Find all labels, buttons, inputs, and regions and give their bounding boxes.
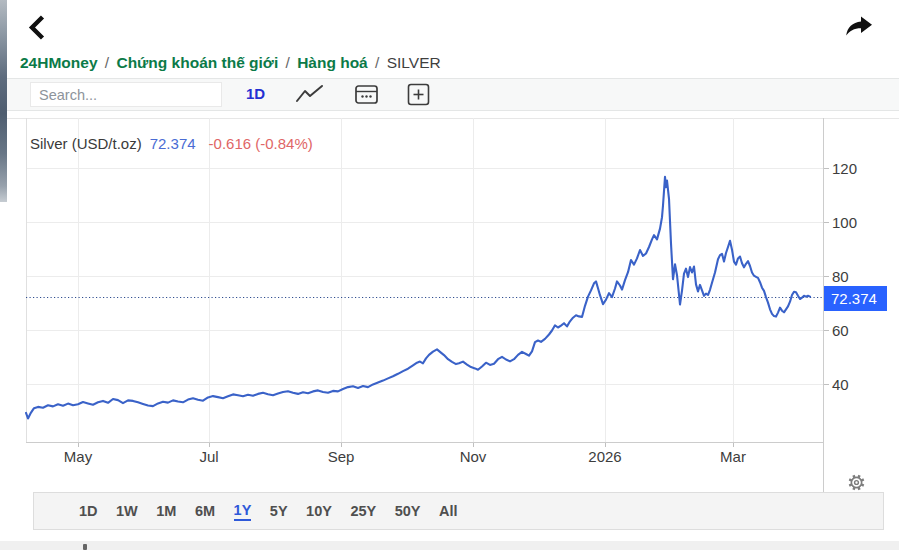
timeframe-5y[interactable]: 5Y	[270, 503, 288, 520]
gear-tooth	[853, 487, 854, 490]
current-price-tag: 72.374	[824, 286, 887, 311]
price-change: -0.616 (-0.84%)	[209, 135, 313, 152]
gear-tooth	[861, 484, 864, 485]
gear-tooth	[849, 484, 852, 485]
x-axis-label-Jul: Jul	[199, 448, 218, 465]
timeframe-50y[interactable]: 50Y	[395, 503, 421, 520]
y-axis-label-120: 120	[832, 160, 857, 177]
x-axis-label-May: May	[64, 448, 93, 465]
chart-title: Silver (USD/t.oz) 72.374 -0.616 (-0.84%)	[30, 135, 313, 152]
timeframe-6m[interactable]: 6M	[195, 503, 215, 520]
gear-tooth	[853, 475, 854, 478]
gear-tooth	[849, 479, 852, 480]
x-axis-label-Sep: Sep	[328, 448, 355, 465]
bottom-partial-element	[83, 544, 87, 550]
last-price: 72.374	[150, 135, 196, 152]
y-axis-label-80: 80	[832, 268, 849, 285]
settings-gear-icon	[847, 473, 866, 492]
y-axis-label-40: 40	[832, 376, 849, 393]
timeframe-1w[interactable]: 1W	[116, 503, 138, 520]
gear-tooth	[861, 479, 864, 480]
y-axis-label-60: 60	[832, 322, 849, 339]
timeframe-bar: 1D 1W 1M 6M 1Y 5Y 10Y 25Y 50Y All	[33, 492, 884, 530]
timeframe-1m[interactable]: 1M	[156, 503, 176, 520]
background-image-sliver	[0, 0, 7, 202]
page: 24HMoney / Chứng khoán thế giới / Hàng h…	[0, 0, 899, 550]
timeframe-10y[interactable]: 10Y	[306, 503, 332, 520]
x-axis-label-Nov: Nov	[460, 448, 487, 465]
gear-tooth	[858, 475, 859, 478]
timeframe-1y[interactable]: 1Y	[234, 502, 252, 521]
bottom-strip	[0, 541, 899, 550]
timeframe-25y[interactable]: 25Y	[350, 503, 376, 520]
timeframe-all[interactable]: All	[439, 503, 458, 520]
timeframe-1d[interactable]: 1D	[79, 503, 98, 520]
settings-button[interactable]	[847, 473, 866, 492]
gear-tooth	[858, 487, 859, 490]
x-axis-label-2026: 2026	[588, 448, 621, 465]
price-chart[interactable]: 120 100 80 60 40 May Jul Sep Nov 2026 Mar	[0, 0, 899, 550]
instrument-name: Silver (USD/t.oz)	[30, 135, 142, 152]
y-axis-label-100: 100	[832, 214, 857, 231]
x-axis-label-Mar: Mar	[720, 448, 746, 465]
